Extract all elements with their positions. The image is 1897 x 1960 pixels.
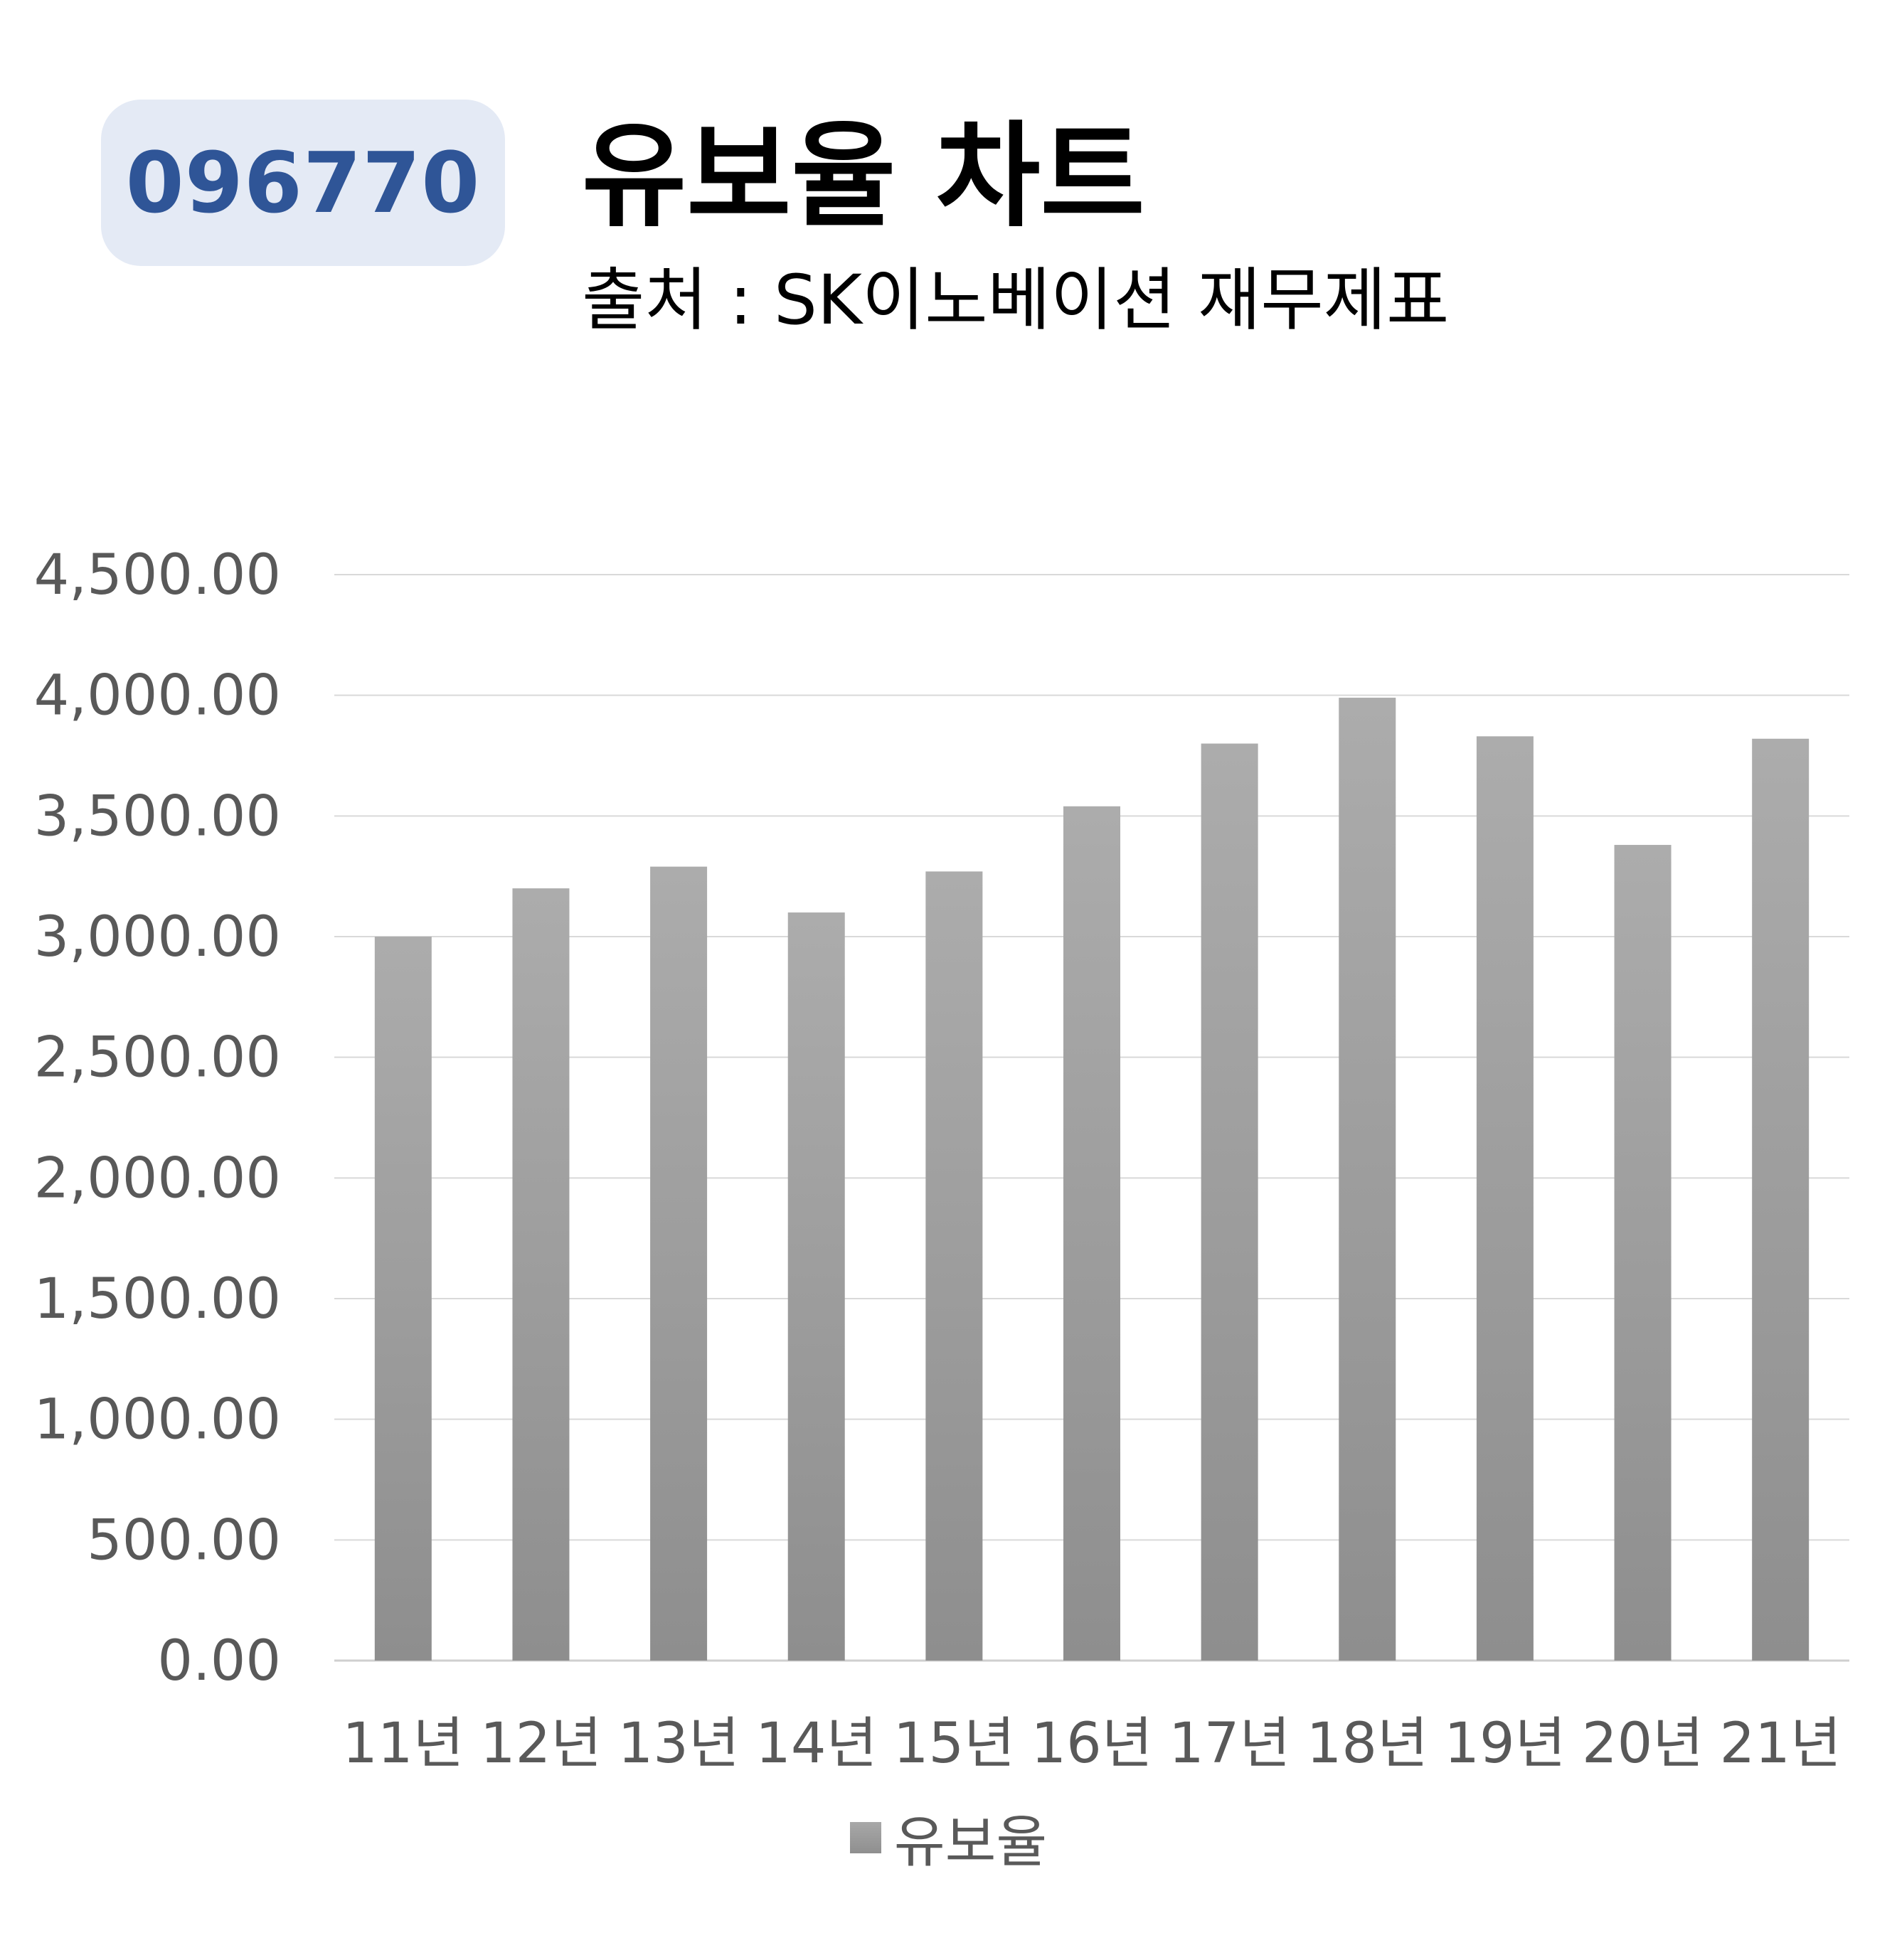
x-tick-label: 13년: [618, 1712, 740, 1776]
bar: [512, 888, 570, 1661]
bar: [1614, 845, 1672, 1661]
chart-title: 유보율 차트: [582, 110, 1145, 243]
bar: [1339, 698, 1396, 1661]
y-tick-label: 4,000.00: [34, 664, 281, 728]
legend: 유보율: [0, 1798, 1897, 1878]
y-tick-label: 0.00: [157, 1629, 281, 1693]
x-tick-label: 20년: [1582, 1712, 1704, 1776]
x-tick-label: 14년: [755, 1712, 877, 1776]
x-tick-label: 12년: [480, 1712, 602, 1776]
bar: [787, 912, 845, 1661]
x-tick-label: 17년: [1169, 1712, 1290, 1776]
x-tick-label: 11년: [342, 1712, 464, 1776]
legend-swatch: [849, 1822, 881, 1853]
x-axis-tick-labels: 11년 12년 13년 14년 15년 16년 17년 18년 19년 20년 21년: [342, 1712, 1841, 1776]
y-tick-label: 3,500.00: [34, 784, 281, 848]
y-tick-label: 2,500.00: [34, 1026, 281, 1090]
y-tick-label: 1,500.00: [34, 1267, 281, 1331]
bars: [374, 698, 1810, 1661]
y-tick-label: 4,500.00: [34, 543, 281, 607]
x-tick-label: 15년: [893, 1712, 1015, 1776]
x-tick-label: 19년: [1444, 1712, 1566, 1776]
bar: [1752, 738, 1810, 1661]
y-tick-label: 2,000.00: [34, 1146, 281, 1210]
bar: [650, 866, 708, 1661]
y-tick-label: 3,000.00: [34, 905, 281, 969]
y-tick-label: 1,000.00: [34, 1388, 281, 1452]
ticker-code: 096770: [125, 134, 481, 232]
bar: [1063, 806, 1120, 1661]
bar: [374, 937, 432, 1661]
x-tick-label: 18년: [1307, 1712, 1428, 1776]
y-tick-label: 500.00: [87, 1508, 281, 1572]
bar: [925, 871, 983, 1661]
ticker-badge: 096770: [101, 100, 505, 266]
bar: [1476, 736, 1534, 1661]
x-tick-label: 21년: [1720, 1712, 1842, 1776]
chart-subtitle: 출처 : SK이노베이션 재무제표: [582, 260, 1450, 340]
x-tick-label: 16년: [1031, 1712, 1152, 1776]
legend-label: 유보율: [893, 1811, 1048, 1875]
y-axis-tick-labels: 0.00 500.00 1,000.00 1,500.00 2,000.00 2,500.…: [34, 543, 281, 1693]
bar: [1201, 743, 1258, 1661]
